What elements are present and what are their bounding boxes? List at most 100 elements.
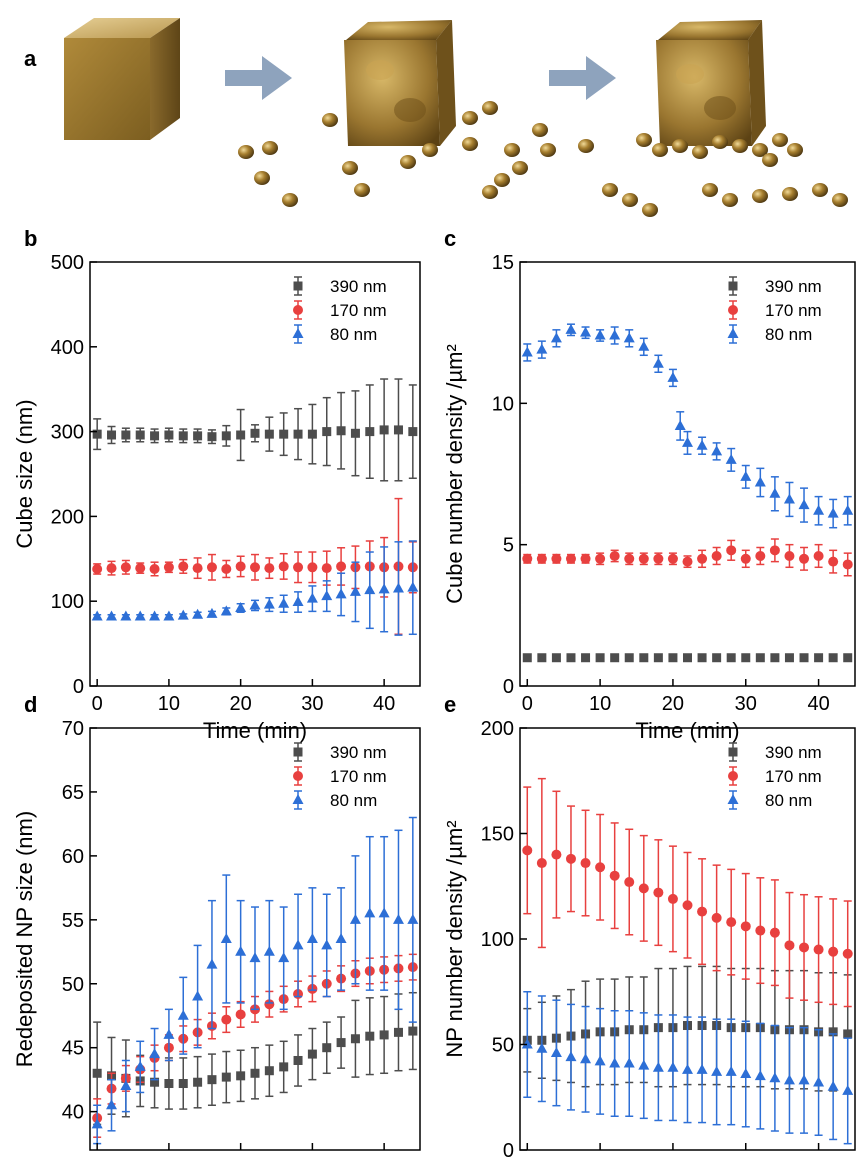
x-tick-label: 20 (230, 1157, 252, 1160)
data-point (193, 431, 203, 441)
data-point (365, 427, 375, 437)
data-point (279, 1062, 289, 1072)
data-point (769, 1072, 781, 1083)
data-point (164, 1079, 174, 1089)
data-point (292, 596, 304, 607)
data-point (120, 1080, 132, 1091)
data-point (610, 653, 620, 663)
data-point (336, 426, 346, 436)
plot-frame (89, 261, 421, 687)
data-point (322, 427, 332, 437)
data-point (565, 553, 576, 564)
data-point (580, 326, 592, 337)
data-point (814, 653, 824, 663)
legend-marker (728, 747, 738, 757)
legend-marker (292, 794, 304, 804)
data-point (784, 550, 795, 561)
nanoparticle-icon (622, 193, 638, 207)
panel-d: d 0 10 20 30 40 40 45 50 55 60 65 70 Time (min) Redep… (12, 692, 421, 1160)
series-80-nm (91, 816, 419, 1145)
data-point (522, 553, 533, 564)
x-tick-label: 30 (301, 693, 323, 715)
data-point (150, 1077, 160, 1087)
series-390-nm (92, 378, 418, 482)
nanoparticle-icon (782, 187, 798, 201)
data-point (609, 1057, 621, 1068)
data-point (279, 429, 289, 439)
y-tick-label: 70 (62, 718, 84, 740)
nanoparticle-icon (832, 193, 848, 207)
y-tick-label: 50 (492, 1035, 514, 1057)
data-point (609, 550, 620, 561)
data-point (364, 584, 376, 595)
y-tick-label: 0 (503, 676, 514, 698)
data-point (322, 1043, 332, 1053)
y-axis-label: Cube number density /µm² (442, 344, 467, 604)
data-point (696, 439, 708, 450)
data-point (639, 653, 649, 663)
data-point (754, 1070, 766, 1081)
y-tick-label: 15 (492, 252, 514, 274)
y-tick-label: 300 (51, 422, 84, 444)
data-point (623, 332, 635, 343)
nanoparticle-icon (712, 135, 728, 149)
data-point (235, 1009, 246, 1020)
y-tick-label: 400 (51, 337, 84, 359)
data-point (638, 340, 650, 351)
series-170-nm (522, 777, 853, 1008)
data-point (306, 933, 318, 943)
data-point (263, 945, 275, 956)
data-point (307, 429, 317, 439)
plot-area (91, 816, 419, 1145)
data-point (393, 425, 403, 435)
data-point (667, 893, 678, 904)
data-point (278, 561, 289, 572)
data-point (566, 653, 576, 663)
legend-label: 170 nm (765, 767, 822, 786)
series-80-nm (91, 540, 419, 636)
data-point (349, 913, 361, 924)
y-tick-label: 50 (62, 974, 84, 996)
data-point (799, 653, 809, 663)
data-point (609, 870, 620, 881)
data-point (682, 900, 693, 911)
y-tick-label: 0 (503, 1140, 514, 1160)
legend-marker (728, 281, 738, 291)
data-point (249, 599, 261, 610)
data-point (220, 933, 232, 943)
data-point (392, 582, 404, 593)
data-point (250, 562, 260, 573)
data-point (726, 917, 737, 928)
data-point (150, 431, 160, 441)
legend-marker (727, 328, 739, 338)
series-390-nm (522, 653, 853, 663)
x-tick-label: 0 (522, 693, 533, 715)
data-point (192, 563, 203, 574)
panel-label-b: b (24, 226, 37, 251)
nanoparticle-icon (762, 153, 778, 167)
data-point (536, 553, 547, 564)
nanoparticle-icon (422, 143, 438, 157)
legend-label: 170 nm (765, 301, 822, 320)
y-tick-label: 200 (51, 506, 84, 528)
data-point (178, 561, 189, 572)
plot-area (521, 777, 854, 1145)
data-point (522, 845, 533, 856)
data-point (550, 1046, 562, 1057)
data-point (221, 1014, 232, 1025)
data-point (149, 1048, 161, 1059)
x-tick-label: 40 (373, 1157, 395, 1160)
nanoparticle-icon (462, 111, 478, 125)
nanoparticle-icon (342, 161, 358, 175)
nanoparticle-icon (787, 143, 803, 157)
data-point (843, 1029, 853, 1039)
panel-label-a: a (24, 46, 37, 71)
data-point (726, 545, 737, 556)
legend: 390 nm 170 nm 80 nm (727, 742, 822, 810)
data-point (674, 419, 686, 430)
legend-label: 80 nm (330, 325, 377, 344)
data-point (306, 592, 318, 603)
data-point (379, 1030, 389, 1040)
data-point (192, 990, 204, 1001)
